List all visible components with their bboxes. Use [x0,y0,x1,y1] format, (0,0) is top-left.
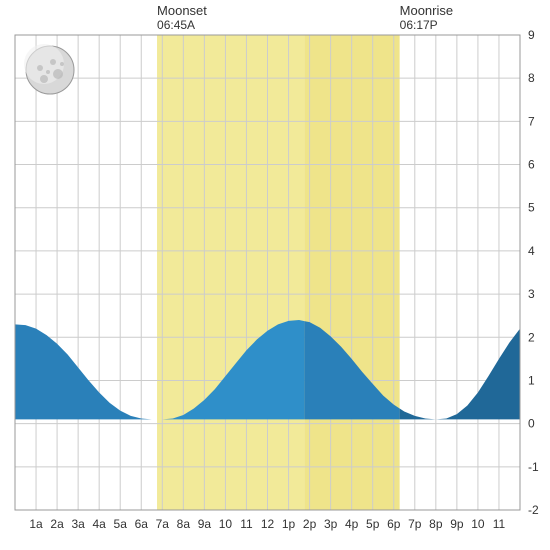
x-tick-label: 8p [429,517,443,531]
x-tick-label: 10 [219,517,233,531]
tide-moon-chart: -2-101234567891a2a3a4a5a6a7a8a9a1011121p… [0,0,550,550]
y-tick-label: 3 [528,287,535,301]
x-tick-label: 3p [324,517,338,531]
moonset-time: 06:45A [157,18,195,32]
y-tick-label: 9 [528,28,535,42]
y-tick-label: 1 [528,373,535,387]
moonset-label: Moonset [157,3,207,18]
x-tick-label: 6p [387,517,401,531]
x-tick-label: 5a [114,517,128,531]
y-tick-label: -2 [528,503,539,517]
y-tick-label: 5 [528,201,535,215]
y-tick-label: 8 [528,71,535,85]
x-tick-label: 7a [156,517,170,531]
chart-svg: -2-101234567891a2a3a4a5a6a7a8a9a1011121p… [0,0,550,550]
y-tick-label: 2 [528,330,535,344]
x-tick-label: 9a [198,517,212,531]
x-tick-label: 2p [303,517,317,531]
x-tick-label: 12 [261,517,275,531]
x-tick-label: 9p [450,517,464,531]
y-tick-label: 0 [528,417,535,431]
x-tick-label: 3a [71,517,85,531]
x-tick-label: 4p [345,517,359,531]
moonrise-label: Moonrise [400,3,453,18]
x-tick-label: 11 [493,517,506,531]
x-tick-label: 7p [408,517,422,531]
x-tick-label: 1p [282,517,296,531]
x-tick-label: 4a [92,517,106,531]
x-tick-label: 10 [471,517,485,531]
y-tick-label: 6 [528,158,535,172]
x-tick-label: 5p [366,517,380,531]
x-tick-label: 11 [240,517,253,531]
y-tick-label: 7 [528,114,535,128]
x-tick-label: 1a [29,517,43,531]
x-tick-label: 2a [50,517,64,531]
x-tick-label: 8a [177,517,191,531]
moonrise-time: 06:17P [400,18,438,32]
y-tick-label: 4 [528,244,535,258]
x-tick-label: 6a [135,517,149,531]
y-tick-label: -1 [528,460,539,474]
